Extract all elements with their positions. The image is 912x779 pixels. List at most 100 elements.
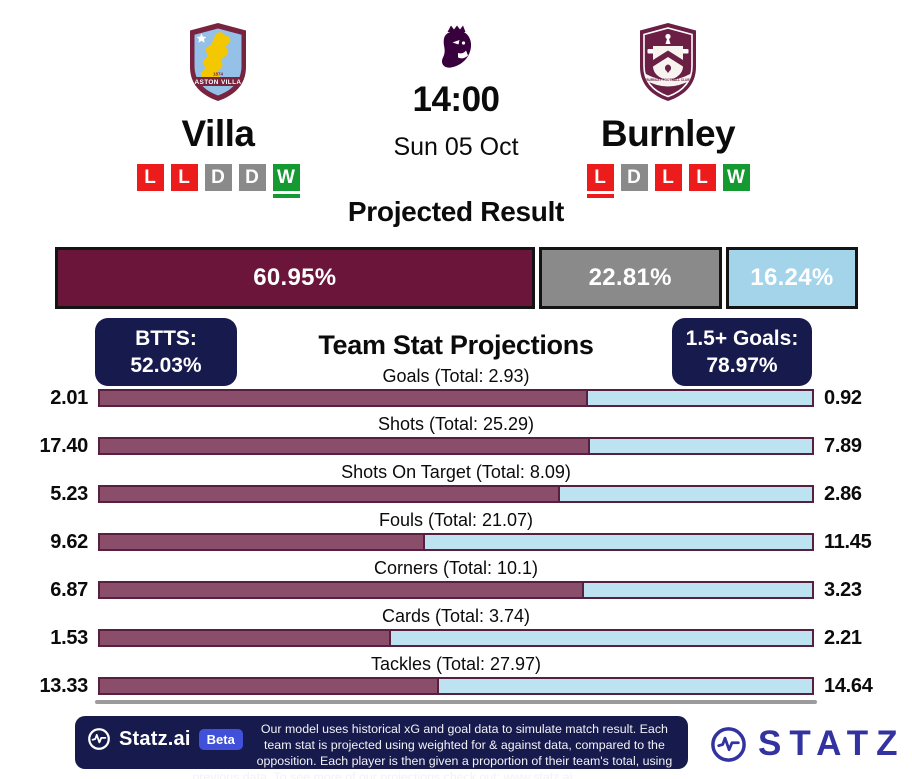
home-form-result-2: D	[204, 164, 232, 191]
stat-value-away: 2.86	[824, 482, 862, 505]
stat-bar-home-segment	[100, 391, 589, 405]
away-form-result-2: L	[654, 164, 682, 191]
stat-bar-home-segment	[100, 583, 585, 597]
result-segment-home-win: 60.95%	[55, 247, 535, 309]
stat-row-5: Cards (Total: 3.74) 1.53 2.21	[16, 606, 896, 649]
stat-label: Tackles (Total: 27.97)	[370, 654, 542, 674]
stat-value-home: 9.62	[50, 530, 88, 553]
stat-bar-away-segment	[425, 535, 812, 549]
stat-label: Shots (Total: 25.29)	[377, 414, 535, 434]
home-form-result-1: L	[170, 164, 198, 191]
btts-badge: BTTS: 52.03%	[95, 318, 237, 386]
away-form-cell-3: L	[688, 164, 716, 198]
stat-value-home: 6.87	[50, 578, 88, 601]
stat-value-away: 11.45	[824, 530, 872, 553]
stat-bar-away-segment	[584, 583, 812, 597]
projected-result-title: Projected Result	[347, 196, 565, 227]
stat-bar-home-segment	[100, 487, 561, 501]
model-description: Our model uses historical xG and goal da…	[192, 722, 673, 779]
home-form-cell-0: L	[136, 164, 164, 198]
crest-banner-text: ASTON VILLA	[195, 79, 242, 86]
away-form-cell-2: L	[654, 164, 682, 198]
stat-row-1: Shots (Total: 25.29) 17.40 7.89	[16, 414, 896, 457]
stat-value-home: 5.23	[50, 482, 88, 505]
stat-bar	[98, 581, 814, 599]
stat-value-home: 2.01	[50, 386, 88, 409]
stat-bar-row: 5.23 2.86	[16, 482, 896, 505]
stat-label: Fouls (Total: 21.07)	[378, 510, 534, 530]
home-form-cell-2: D	[204, 164, 232, 198]
stat-label: Shots On Target (Total: 8.09)	[341, 462, 571, 482]
stat-bar-home-segment	[100, 439, 590, 453]
stat-bar	[98, 533, 814, 551]
goals-over-value: 78.97%	[706, 354, 778, 377]
team-stat-rows: Goals (Total: 2.93) 2.01 0.92 Shots (Total:…	[16, 366, 896, 702]
stat-bar-row: 6.87 3.23	[16, 578, 896, 601]
model-info-panel: Statz.ai Beta Our model uses historical …	[75, 716, 688, 779]
goals-over-label: 1.5+ Goals:	[685, 326, 799, 350]
statz-circle-wave-icon	[711, 726, 746, 762]
stat-bar-row: 17.40 7.89	[16, 434, 896, 457]
stat-bar-away-segment	[439, 679, 812, 693]
stat-value-away: 7.89	[824, 434, 862, 457]
crest-ribbon-text: BURNLEY FOOTBALL CLUB	[646, 78, 690, 82]
stat-bar	[98, 485, 814, 503]
stat-bar-row: 13.33 14.64	[16, 674, 896, 697]
result-segment-away-win: 16.24%	[725, 247, 858, 309]
stat-bar-row: 2.01 0.92	[16, 386, 896, 409]
stat-value-away: 3.23	[824, 578, 862, 601]
stat-value-away: 14.64	[824, 674, 873, 697]
away-form-result-0: L	[586, 164, 614, 191]
away-form-result-4: W	[722, 164, 750, 191]
away-team-name: Burnley	[600, 113, 736, 154]
btts-label: BTTS:	[135, 326, 197, 350]
stat-bar-row: 1.53 2.21	[16, 626, 896, 649]
stat-label: Cards (Total: 3.74)	[381, 606, 531, 626]
btts-value: 52.03%	[130, 354, 202, 377]
stat-bar	[98, 677, 814, 695]
statz-wordmark-block: STATZ	[710, 724, 906, 764]
beta-badge: Beta	[198, 728, 243, 750]
stat-bar	[98, 629, 814, 647]
away-form-cell-0: L	[586, 164, 614, 198]
stat-bar-away-segment	[589, 439, 812, 453]
statz-circle-wave-icon	[88, 728, 110, 750]
result-segment-draw: 22.81%	[538, 247, 722, 309]
kickoff-time: 14:00	[412, 80, 500, 119]
statz-brand-lockup: Statz.ai Beta	[87, 724, 243, 754]
brand-name: Statz.ai	[119, 727, 191, 750]
stat-row-6: Tackles (Total: 27.97) 13.33 14.64	[16, 654, 896, 697]
home-form-result-0: L	[136, 164, 164, 191]
away-form-cell-1: D	[620, 164, 648, 198]
stat-value-away: 2.21	[824, 626, 862, 649]
stat-bar-away-segment	[391, 631, 812, 645]
stat-label: Corners (Total: 10.1)	[373, 558, 539, 578]
stat-bar-row: 9.62 11.45	[16, 530, 896, 553]
stat-label: Goals (Total: 2.93)	[382, 366, 530, 386]
stat-value-home: 13.33	[39, 674, 88, 697]
premier-league-lion-icon	[441, 25, 472, 68]
stat-bar-away-segment	[560, 487, 812, 501]
home-form-cell-3: D	[238, 164, 266, 198]
stat-value-home: 17.40	[39, 434, 88, 457]
stat-bar-home-segment	[100, 679, 440, 693]
projected-result-bar: 60.95% 22.81% 16.24%	[55, 247, 858, 309]
away-form-result-3: L	[688, 164, 716, 191]
stat-value-home: 1.53	[50, 626, 88, 649]
team-stats-title: Team Stat Projections	[318, 330, 594, 360]
statz-wordmark: STATZ	[758, 724, 906, 763]
crest-year-text: 1874	[213, 72, 224, 77]
home-form-result-3: D	[238, 164, 266, 191]
home-team-name: Villa	[181, 113, 255, 154]
footer-divider	[95, 700, 817, 704]
home-form-cell-1: L	[170, 164, 198, 198]
away-form-result-1: D	[620, 164, 648, 191]
away-form-underline-0	[586, 194, 614, 198]
stat-row-3: Fouls (Total: 21.07) 9.62 11.45	[16, 510, 896, 553]
goals-over-badge: 1.5+ Goals: 78.97%	[672, 318, 812, 386]
home-form-underline-4	[272, 194, 300, 198]
